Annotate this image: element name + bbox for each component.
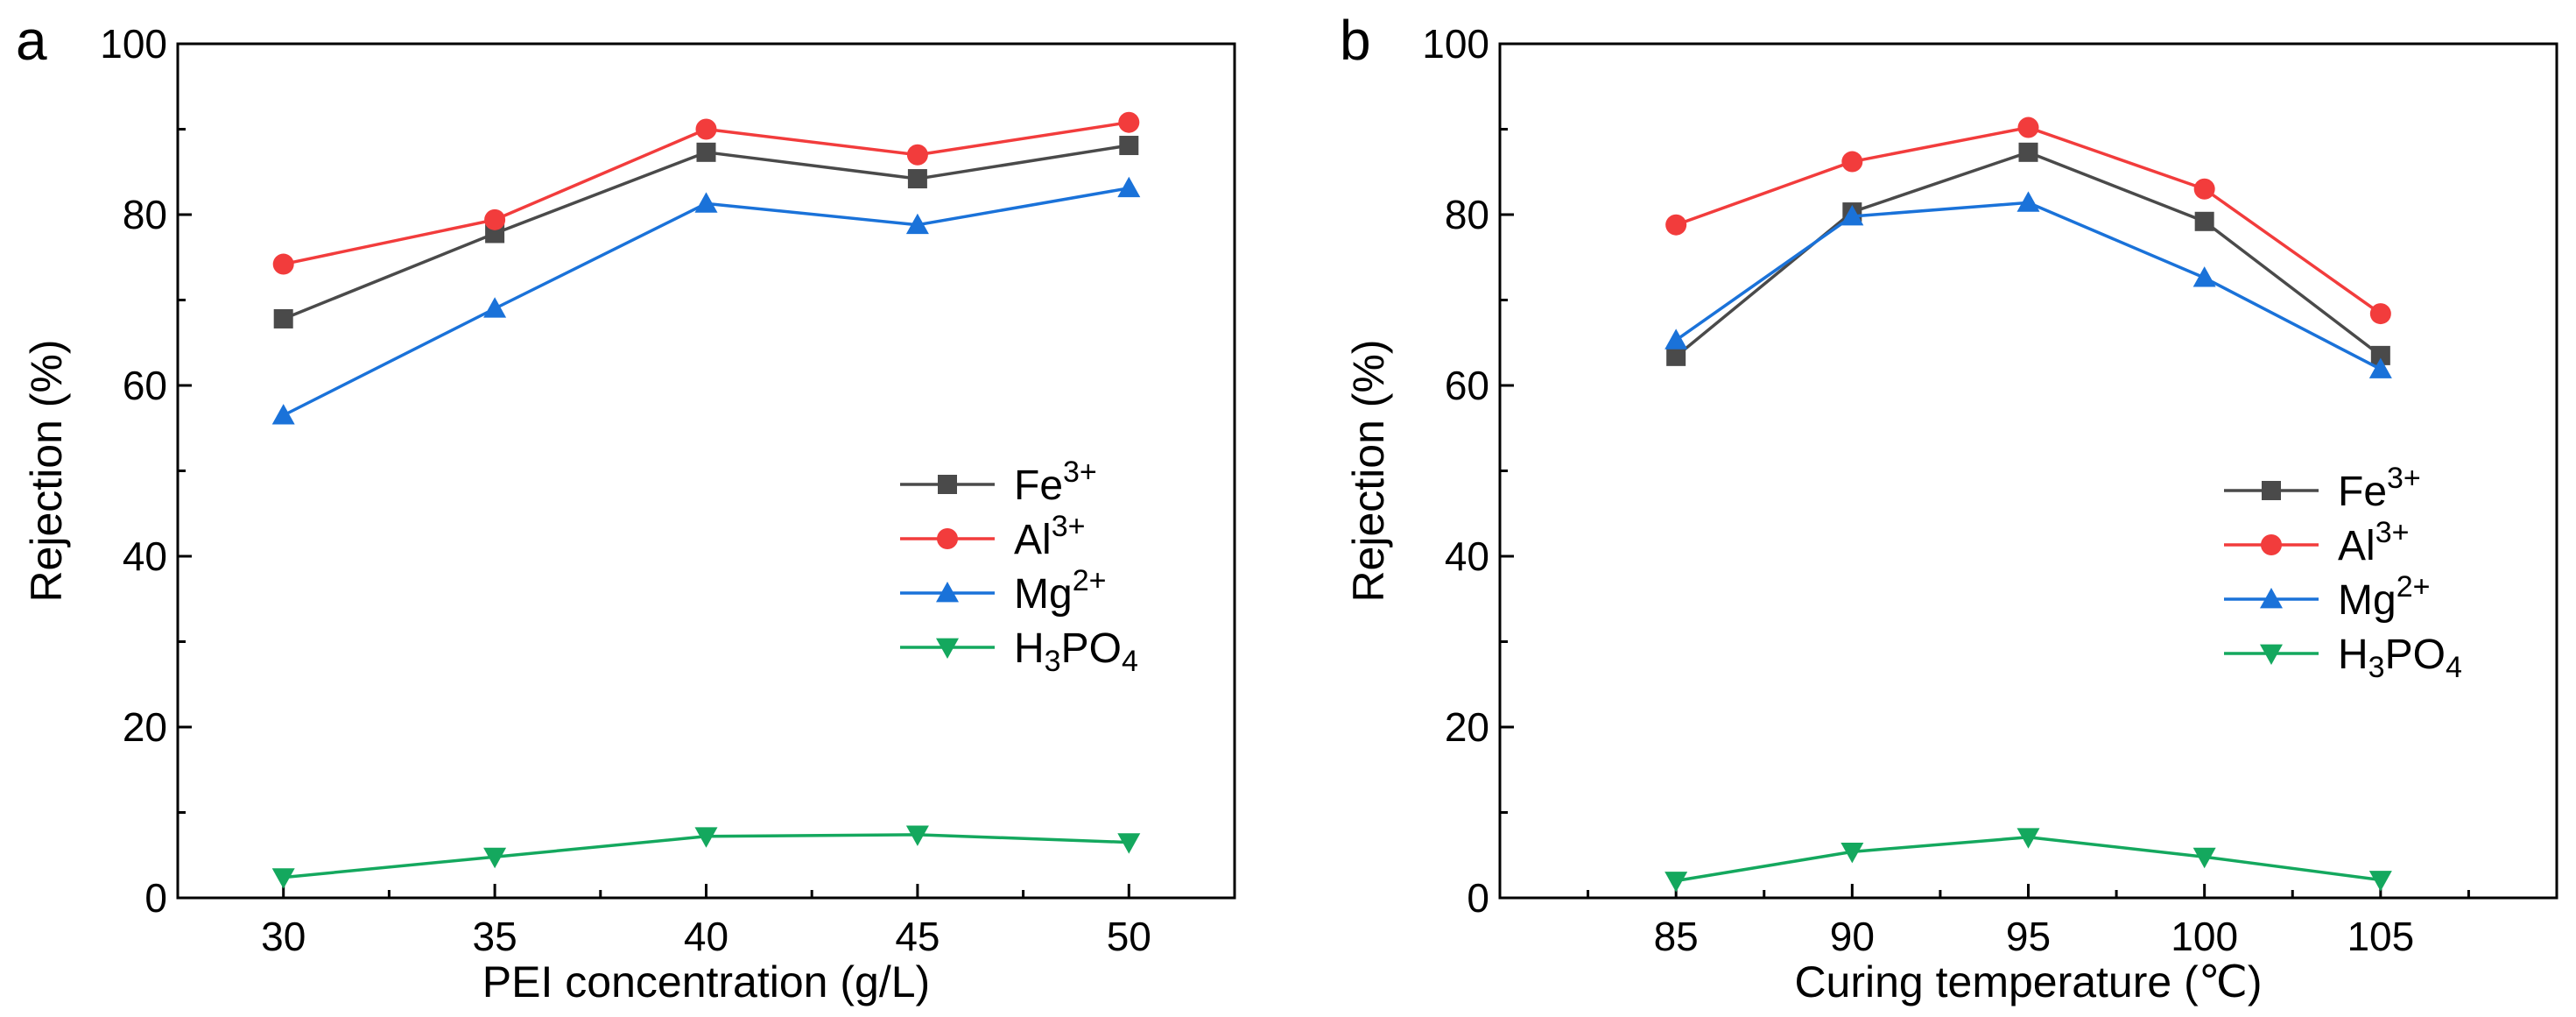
x-tick-label: 30 <box>261 914 306 959</box>
x-tick-label: 50 <box>1107 914 1151 959</box>
legend-label-h3po4: H3PO4 <box>1014 625 1138 678</box>
data-point-mg <box>483 297 507 318</box>
data-point-mg <box>2368 357 2392 378</box>
series-line-fe <box>1675 151 2382 358</box>
x-tick-label: 90 <box>1830 914 1875 959</box>
y-axis-title: Rejection (%) <box>22 339 71 602</box>
data-point-al <box>1665 214 1687 236</box>
data-point-fe <box>273 308 293 328</box>
data-point-al <box>2369 303 2391 325</box>
y-tick-label: 40 <box>123 533 167 579</box>
data-point-h3po4 <box>1117 833 1141 854</box>
y-tick-label: 100 <box>1422 21 1489 67</box>
legend-label-fe: Fe3+ <box>2338 462 2421 515</box>
data-point-h3po4 <box>2016 828 2040 849</box>
chart-panel-b: b 0 20 40 60 80 100 85 90 95 100 105 Curing temperat… <box>1340 9 2558 1006</box>
x-axis-title: PEI concentration (g/L) <box>482 957 930 1006</box>
y-tick-label: 60 <box>123 363 167 408</box>
data-point-fe <box>907 169 927 189</box>
x-tick-label: 100 <box>2171 914 2238 959</box>
data-point-al <box>906 144 928 166</box>
legend-label-al: Al3+ <box>1014 510 1085 563</box>
y-tick-label: 20 <box>1445 704 1489 750</box>
data-point-mg <box>905 213 929 235</box>
data-point-h3po4 <box>905 825 929 846</box>
series-line-mg <box>1675 201 2382 371</box>
y-tick-label: 80 <box>1445 192 1489 237</box>
x-tick-label: 105 <box>2347 914 2414 959</box>
panel-label: a <box>16 9 47 72</box>
y-tick-label: 80 <box>123 192 167 237</box>
y-tick-label: 0 <box>144 875 167 921</box>
legend-label-al: Al3+ <box>2338 516 2409 569</box>
data-point-al <box>2193 178 2215 200</box>
y-tick-label: 20 <box>123 704 167 750</box>
data-point-fe <box>2194 211 2214 231</box>
y-axis-title: Rejection (%) <box>1344 339 1393 602</box>
legend-marker-mg <box>936 582 959 603</box>
x-tick-label: 35 <box>473 914 517 959</box>
y-tick-label: 40 <box>1445 533 1489 579</box>
legend-marker-al <box>937 528 958 549</box>
legend-label-mg: Mg2+ <box>1014 564 1106 618</box>
legend-marker-fe <box>938 475 957 494</box>
data-point-al <box>2017 117 2039 138</box>
data-point-h3po4 <box>483 847 507 869</box>
data-point-fe <box>2370 345 2390 365</box>
legend-marker-h3po4 <box>936 638 959 659</box>
panel-label: b <box>1340 9 1371 72</box>
chart-panel-a: a 0 20 40 60 80 100 30 35 40 45 50 PEI concentration… <box>16 9 1236 1006</box>
data-point-h3po4 <box>694 827 718 848</box>
y-tick-label: 0 <box>1467 875 1489 921</box>
series-line-mg <box>282 187 1130 417</box>
x-tick-label: 95 <box>2006 914 2051 959</box>
data-point-h3po4 <box>1841 842 1864 864</box>
legend-marker-fe <box>2262 481 2281 500</box>
data-point-mg <box>271 404 295 425</box>
legend-label-fe: Fe3+ <box>1014 456 1097 509</box>
x-tick-label: 40 <box>684 914 728 959</box>
legend-marker-h3po4 <box>2260 644 2283 665</box>
x-tick-label: 45 <box>895 914 940 959</box>
data-point-fe <box>2018 142 2038 162</box>
data-point-h3po4 <box>2368 871 2392 892</box>
data-point-al <box>1841 151 1863 173</box>
legend-label-mg: Mg2+ <box>2338 570 2430 624</box>
legend-marker-al <box>2261 534 2282 555</box>
data-point-al <box>1118 111 1140 133</box>
legend-label-h3po4: H3PO4 <box>2338 632 2462 684</box>
data-point-mg <box>2016 191 2040 212</box>
data-point-fe <box>1666 346 1686 366</box>
data-point-h3po4 <box>2192 847 2216 869</box>
y-tick-label: 60 <box>1445 363 1489 408</box>
data-point-fe <box>696 142 716 162</box>
data-point-h3po4 <box>271 868 295 889</box>
data-point-al <box>695 118 717 140</box>
data-point-mg <box>1841 204 1864 226</box>
x-tick-label: 85 <box>1654 914 1699 959</box>
data-point-mg <box>2192 266 2216 287</box>
y-tick-label: 100 <box>100 21 167 67</box>
data-point-al <box>272 253 294 275</box>
data-point-mg <box>1665 328 1688 350</box>
data-point-h3po4 <box>1665 872 1688 893</box>
series-line-fe <box>283 144 1130 321</box>
data-point-al <box>484 208 506 230</box>
data-point-mg <box>694 192 718 213</box>
legend-marker-mg <box>2260 588 2283 609</box>
data-point-fe <box>1119 136 1139 156</box>
x-axis-title: Curing temperature (℃) <box>1794 957 2262 1006</box>
data-point-mg <box>1117 176 1141 198</box>
